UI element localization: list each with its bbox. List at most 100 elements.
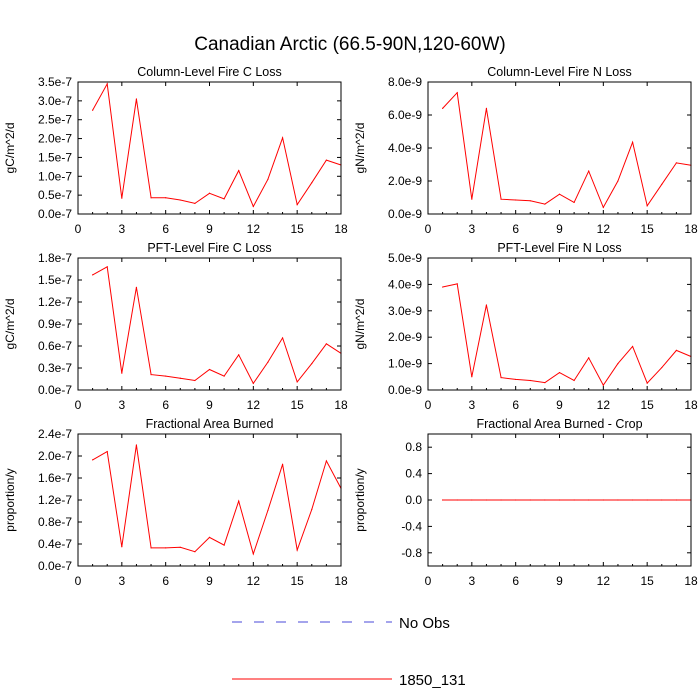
data-point (500, 376, 502, 379)
y-tick-label: 3.0e-7 (38, 94, 72, 108)
y-axis-label: proportion/y (353, 468, 367, 531)
panel-4: PFT-Level Fire N Loss gN/m^2/d 0 3 6 9 12 15 18 0… (353, 241, 698, 412)
panel-1: Column-Level Fire C Loss gC/m^2/d 0 3 6 9 12 15… (3, 65, 348, 236)
x-tick-label: 3 (118, 222, 125, 236)
x-tick-label: 15 (290, 398, 304, 412)
data-point (194, 551, 196, 553)
data-point (558, 499, 561, 501)
x-tick-label: 6 (512, 398, 519, 412)
y-axis-label: gC/m^2/d (3, 299, 17, 350)
data-point (179, 546, 181, 548)
y-tick-label: 0.3e-7 (38, 361, 72, 375)
x-tick-label: 18 (684, 398, 698, 412)
y-tick-label: 5.0e-9 (388, 251, 422, 265)
data-point (471, 376, 473, 378)
y-tick-label: 2.0e-7 (38, 132, 72, 146)
y-tick-label: 0.0e-7 (38, 383, 72, 397)
panel-title: Fractional Area Burned (146, 417, 274, 431)
y-tick-label: 1.8e-7 (38, 251, 72, 265)
data-point (675, 499, 677, 501)
y-tick-label: 2.4e-7 (38, 427, 72, 441)
x-tick-label: 12 (597, 222, 611, 236)
data-point (179, 377, 181, 379)
x-tick-label: 0 (75, 222, 82, 236)
data-point (223, 198, 225, 200)
y-tick-label: -0.4 (401, 519, 422, 533)
y-tick-label: 0.5e-7 (38, 188, 72, 202)
y-tick-label: 0.9e-7 (38, 317, 72, 331)
data-point (529, 200, 531, 202)
y-tick-label: 3.5e-7 (38, 75, 72, 89)
data-point (646, 205, 648, 207)
data-point (573, 201, 575, 204)
data-point (238, 354, 240, 356)
data-point (500, 499, 502, 501)
data-point (485, 304, 488, 306)
data-point (311, 363, 313, 365)
y-tick-label: 3.0e-9 (388, 304, 422, 318)
x-tick-label: 6 (162, 574, 169, 588)
data-point (500, 198, 502, 200)
data-point (121, 546, 123, 548)
data-point (135, 444, 138, 446)
data-point (588, 499, 590, 501)
data-point (223, 544, 225, 546)
x-tick-label: 3 (468, 574, 475, 588)
data-point (135, 98, 138, 100)
x-tick-label: 6 (162, 398, 169, 412)
y-tick-label: 0.4e-7 (38, 537, 72, 551)
x-tick-label: 18 (334, 222, 348, 236)
data-point (208, 192, 211, 194)
y-axis-label: proportion/y (3, 468, 17, 531)
x-tick-label: 3 (118, 574, 125, 588)
data-point (646, 499, 648, 501)
data-point (617, 499, 619, 501)
data-point (281, 137, 284, 139)
plot-frame (427, 257, 692, 391)
data-point (296, 381, 298, 383)
x-tick-label: 9 (556, 222, 563, 236)
plot-frame (77, 81, 342, 215)
y-tick-label: 1.2e-7 (38, 295, 72, 309)
y-tick-label: -0.8 (401, 546, 422, 560)
data-point (135, 286, 138, 288)
y-tick-label: 1.0e-9 (388, 357, 422, 371)
x-tick-label: 0 (425, 398, 432, 412)
data-point (442, 107, 444, 109)
x-tick-label: 6 (162, 222, 169, 236)
data-point (442, 499, 444, 501)
data-point (675, 349, 677, 351)
data-point (456, 92, 458, 94)
data-point (238, 170, 240, 172)
data-point (267, 361, 269, 363)
panel-title: Column-Level Fire N Loss (487, 65, 632, 79)
data-point (165, 375, 167, 377)
data-point (92, 274, 94, 276)
y-tick-label: 4.0e-9 (388, 277, 422, 291)
y-tick-label: 2.0e-7 (38, 449, 72, 463)
data-point (121, 372, 123, 374)
data-point (223, 375, 225, 377)
data-point (252, 205, 254, 208)
data-point (588, 170, 590, 172)
x-tick-label: 12 (597, 574, 611, 588)
x-tick-label: 6 (512, 574, 519, 588)
x-tick-label: 18 (684, 574, 698, 588)
data-point (106, 83, 108, 85)
legend: No Obs 1850_131 (232, 615, 466, 689)
y-tick-label: 8.0e-9 (388, 75, 422, 89)
series-line (442, 91, 692, 209)
data-point (442, 286, 444, 288)
data-point (602, 206, 604, 208)
data-point (456, 283, 458, 285)
data-point (529, 379, 531, 382)
data-point (485, 499, 488, 501)
data-point (92, 459, 94, 461)
data-point (515, 499, 517, 501)
data-point (456, 499, 458, 501)
data-point (544, 203, 546, 205)
x-tick-label: 0 (75, 574, 82, 588)
data-point (646, 382, 648, 384)
y-tick-label: 0.0 (405, 493, 422, 507)
